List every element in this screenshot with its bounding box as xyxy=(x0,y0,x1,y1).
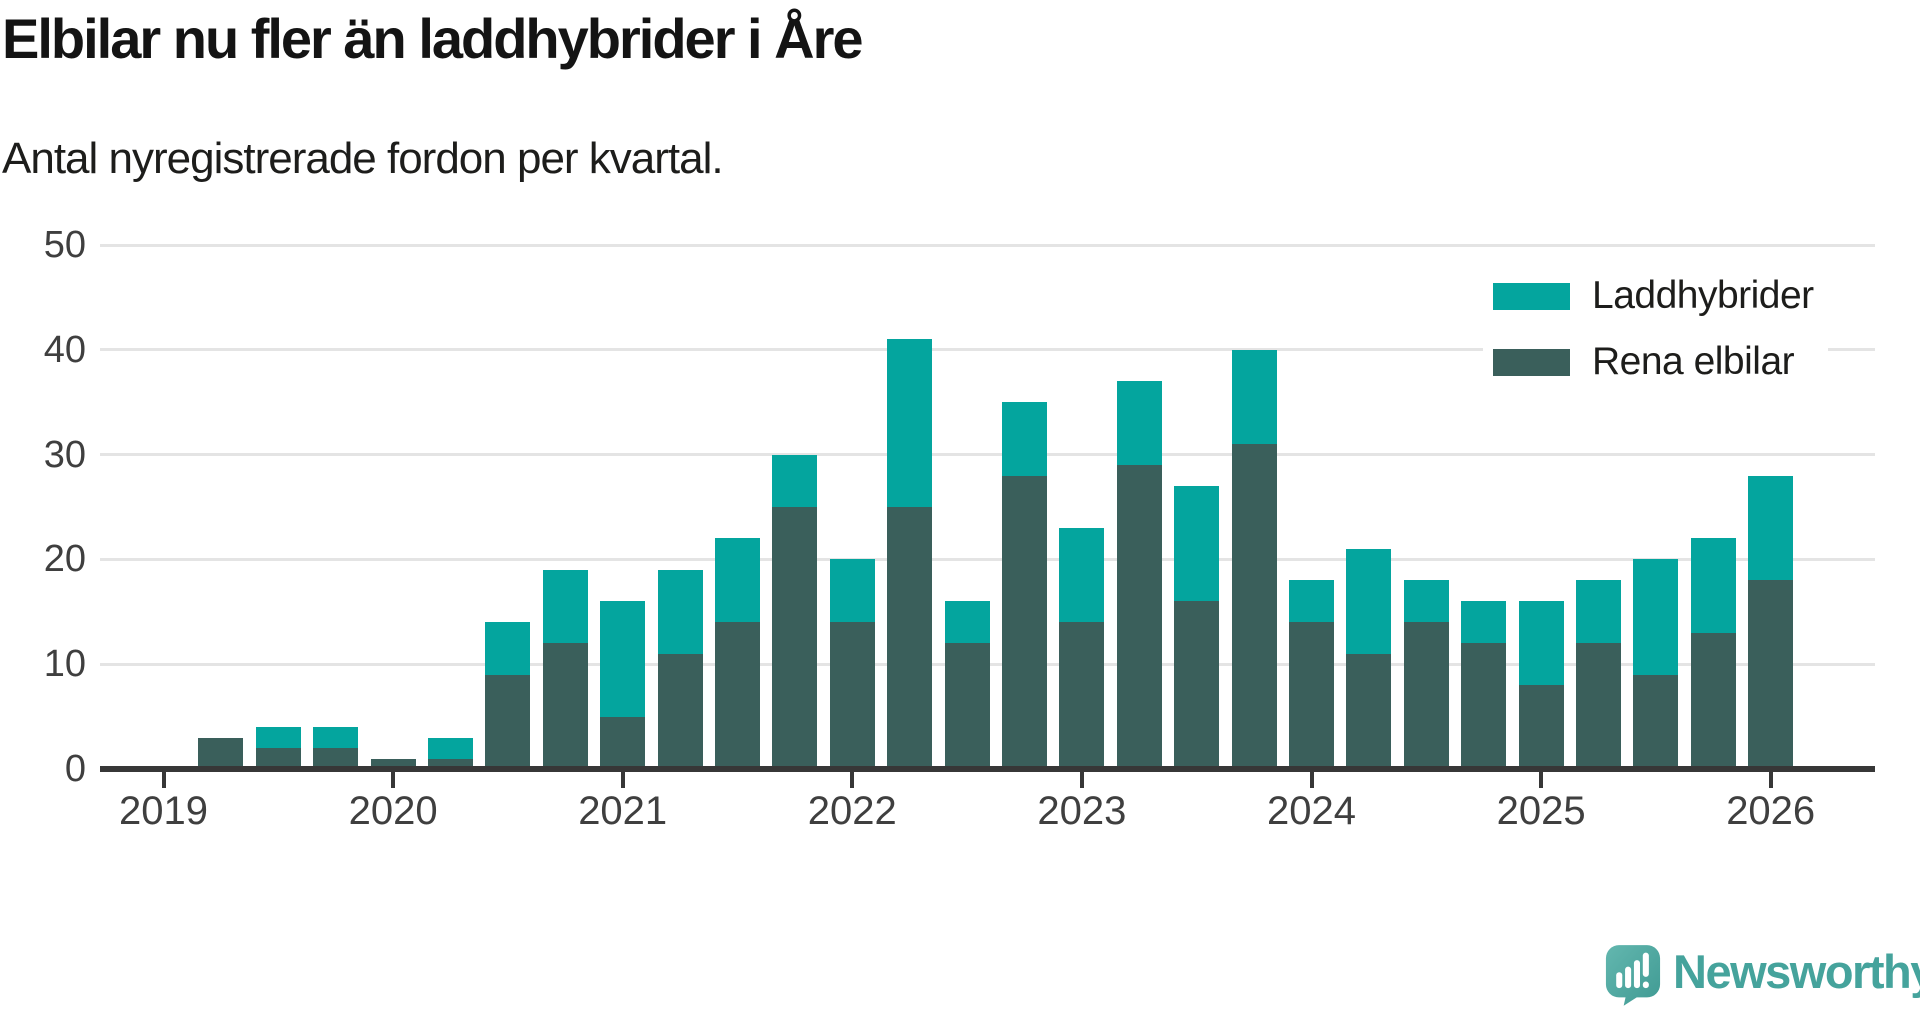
legend: Laddhybrider Rena elbilar xyxy=(1483,266,1828,394)
y-axis-label: 0 xyxy=(64,748,86,790)
y-axis-label: 30 xyxy=(43,433,86,476)
bar-segment-laddhybrider xyxy=(1174,486,1220,602)
x-axis-tick xyxy=(1539,772,1544,788)
newsworthy-logo-icon xyxy=(1605,945,1661,1006)
bar-segment-laddhybrider xyxy=(1633,559,1679,675)
x-axis-label: 2023 xyxy=(1037,789,1127,833)
bar-segment-laddhybrider xyxy=(887,339,933,507)
bar-segment-laddhybrider xyxy=(428,737,473,759)
y-axis-label: 20 xyxy=(43,538,86,581)
x-axis-label: 2022 xyxy=(807,789,897,833)
bar-segment-rena-elbilar xyxy=(1403,622,1449,769)
x-axis-label: 2020 xyxy=(348,789,438,833)
bar-segment-laddhybrider xyxy=(1748,475,1794,581)
gridline-y30 xyxy=(100,453,1875,457)
bar-segment-rena-elbilar xyxy=(198,737,244,769)
bar-segment-rena-elbilar xyxy=(1576,643,1621,769)
bar-segment-rena-elbilar xyxy=(1174,601,1220,769)
x-axis-tick xyxy=(391,772,396,788)
x-axis-tick xyxy=(850,772,855,788)
bar-segment-laddhybrider xyxy=(485,622,531,675)
bar-segment-laddhybrider xyxy=(1289,580,1334,623)
bar-segment-rena-elbilar xyxy=(1002,475,1047,769)
bar-segment-rena-elbilar xyxy=(1231,444,1277,769)
x-axis-line xyxy=(100,766,1875,772)
bar-segment-rena-elbilar xyxy=(887,507,933,769)
y-axis-label: 10 xyxy=(43,643,86,686)
bar-segment-laddhybrider xyxy=(715,538,760,623)
bar-segment-laddhybrider xyxy=(1461,601,1507,644)
x-axis-tick xyxy=(1309,772,1314,788)
bar-segment-rena-elbilar xyxy=(829,622,875,769)
newsworthy-branding: Newsworthy xyxy=(1605,944,1920,1006)
bar-segment-rena-elbilar xyxy=(1690,632,1736,769)
x-axis-tick xyxy=(161,772,166,788)
newsworthy-wordmark: Newsworthy xyxy=(1673,944,1920,998)
bar-segment-laddhybrider xyxy=(1518,601,1564,686)
bar-segment-rena-elbilar xyxy=(1633,674,1679,769)
bar-segment-laddhybrider xyxy=(1690,538,1736,633)
bar-segment-laddhybrider xyxy=(1002,402,1047,476)
bar-segment-laddhybrider xyxy=(944,601,990,644)
legend-item-rena-elbilar: Rena elbilar xyxy=(1493,340,1814,384)
chart-subtitle: Antal nyregistrerade fordon per kvartal. xyxy=(2,134,724,183)
x-axis-label: 2025 xyxy=(1496,789,1586,833)
chart-title: Elbilar nu fler än laddhybrider i Åre xyxy=(2,7,864,70)
bar-segment-rena-elbilar xyxy=(1059,622,1105,769)
x-axis-tick xyxy=(1768,772,1773,788)
bar-segment-rena-elbilar xyxy=(1518,685,1564,769)
bar-segment-rena-elbilar xyxy=(1289,622,1334,769)
bar-segment-rena-elbilar xyxy=(255,748,301,769)
bar-segment-rena-elbilar xyxy=(600,716,646,769)
bar-segment-rena-elbilar xyxy=(715,622,760,769)
bar-segment-laddhybrider xyxy=(657,569,703,654)
bar-segment-rena-elbilar xyxy=(542,643,588,769)
legend-label-laddhybrider: Laddhybrider xyxy=(1592,274,1814,317)
bar-segment-laddhybrider xyxy=(255,727,301,749)
x-axis-label: 2019 xyxy=(119,789,208,833)
bar-segment-rena-elbilar xyxy=(313,748,359,769)
bar-segment-rena-elbilar xyxy=(485,674,531,769)
bar-segment-laddhybrider xyxy=(1116,381,1162,466)
legend-swatch-rena-elbilar xyxy=(1493,348,1570,376)
x-axis-label: 2024 xyxy=(1267,789,1356,833)
bar-segment-rena-elbilar xyxy=(657,653,703,769)
x-axis-label: 2026 xyxy=(1726,789,1816,833)
bar-segment-laddhybrider xyxy=(1231,349,1277,445)
bar-segment-laddhybrider xyxy=(542,569,588,644)
bar-segment-laddhybrider xyxy=(313,727,359,749)
x-axis-label: 2021 xyxy=(578,789,668,833)
bar-segment-laddhybrider xyxy=(772,454,818,507)
gridline-y40 xyxy=(100,348,1875,352)
bar-segment-laddhybrider xyxy=(1059,527,1105,623)
bar-segment-rena-elbilar xyxy=(944,643,990,769)
bar-segment-laddhybrider xyxy=(600,601,646,717)
legend-label-rena-elbilar: Rena elbilar xyxy=(1592,340,1795,383)
gridline-y50 xyxy=(100,243,1875,247)
bar-segment-rena-elbilar xyxy=(1748,580,1794,769)
y-axis-label: 50 xyxy=(43,224,86,266)
bar-segment-laddhybrider xyxy=(1403,580,1449,623)
bar-segment-rena-elbilar xyxy=(1461,643,1507,769)
gridline-y20 xyxy=(100,557,1875,561)
bar-segment-laddhybrider xyxy=(1346,548,1392,654)
bar-segment-rena-elbilar xyxy=(1116,465,1162,769)
bar-segment-rena-elbilar xyxy=(428,758,473,769)
x-axis-tick xyxy=(1079,772,1084,788)
legend-swatch-laddhybrider xyxy=(1493,282,1570,310)
bar-segment-rena-elbilar xyxy=(370,758,416,769)
bar-segment-laddhybrider xyxy=(1576,580,1621,644)
bar-segment-rena-elbilar xyxy=(1346,653,1392,769)
bar-segment-rena-elbilar xyxy=(772,507,818,769)
bar-segment-laddhybrider xyxy=(829,559,875,623)
legend-item-laddhybrider: Laddhybrider xyxy=(1493,274,1814,318)
y-axis-label: 40 xyxy=(43,328,86,371)
x-axis-tick xyxy=(620,772,625,788)
